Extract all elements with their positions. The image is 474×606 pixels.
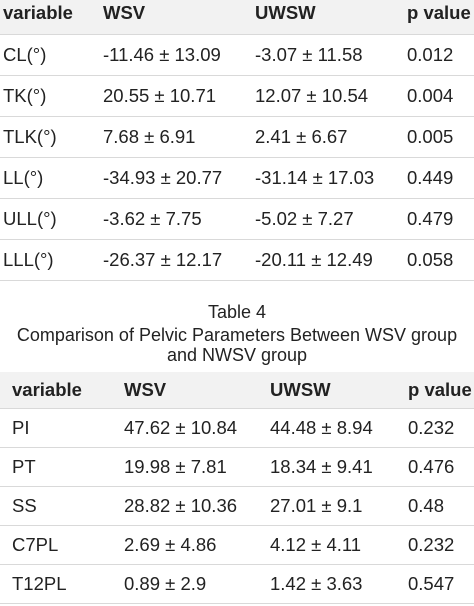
table-row: TLK(°) 7.68 ± 6.91 2.41 ± 6.67 0.005 [0, 116, 474, 158]
pelvic-parameters-table: variable WSV UWSW p value PI 47.62 ± 10.… [0, 372, 474, 604]
column-header-variable: variable [0, 0, 103, 35]
cell-variable: TLK(°) [0, 116, 103, 158]
column-header-wsv: WSV [124, 372, 270, 409]
cell-uwsw: 2.41 ± 6.67 [255, 116, 407, 158]
cell-p-value: 0.449 [407, 157, 474, 199]
cell-wsv: -11.46 ± 13.09 [103, 34, 255, 76]
table-caption: Comparison of Pelvic Parameters Between … [0, 325, 474, 365]
cell-variable: CL(°) [0, 34, 103, 76]
cell-wsv: 28.82 ± 10.36 [124, 486, 270, 526]
cell-variable: T12PL [0, 564, 124, 604]
column-header-p-value: p value [408, 372, 474, 409]
cell-wsv: 0.89 ± 2.9 [124, 564, 270, 604]
column-header-uwsw: UWSW [270, 372, 408, 409]
cell-uwsw: -3.07 ± 11.58 [255, 34, 407, 76]
cell-wsv: -26.37 ± 12.17 [103, 239, 255, 281]
cell-uwsw: 1.42 ± 3.63 [270, 564, 408, 604]
cell-wsv: 47.62 ± 10.84 [124, 408, 270, 448]
column-header-p-value: p value [407, 0, 474, 35]
cell-p-value: 0.48 [408, 486, 474, 526]
table-row: ULL(°) -3.62 ± 7.75 -5.02 ± 7.27 0.479 [0, 198, 474, 240]
cell-variable: LLL(°) [0, 239, 103, 281]
table-caption-line-2: and NWSV group [166, 345, 308, 365]
table-label: Table 4 [207, 302, 267, 322]
table-header-row: variable WSV UWSW p value [0, 372, 474, 409]
table-row: CL(°) -11.46 ± 13.09 -3.07 ± 11.58 0.012 [0, 34, 474, 76]
cell-p-value: 0.547 [408, 564, 474, 604]
cell-variable: C7PL [0, 525, 124, 565]
cell-p-value: 0.012 [407, 34, 474, 76]
cell-uwsw: -5.02 ± 7.27 [255, 198, 407, 240]
cell-variable: ULL(°) [0, 198, 103, 240]
cell-wsv: 2.69 ± 4.86 [124, 525, 270, 565]
cell-uwsw: -31.14 ± 17.03 [255, 157, 407, 199]
cell-variable: TK(°) [0, 75, 103, 117]
table-row: C7PL 2.69 ± 4.86 4.12 ± 4.11 0.232 [0, 525, 474, 565]
cell-uwsw: 4.12 ± 4.11 [270, 525, 408, 565]
cell-variable: SS [0, 486, 124, 526]
cell-uwsw: 44.48 ± 8.94 [270, 408, 408, 448]
cell-wsv: 7.68 ± 6.91 [103, 116, 255, 158]
cell-wsv: -34.93 ± 20.77 [103, 157, 255, 199]
cell-wsv: -3.62 ± 7.75 [103, 198, 255, 240]
cell-wsv: 20.55 ± 10.71 [103, 75, 255, 117]
cell-uwsw: 27.01 ± 9.1 [270, 486, 408, 526]
spinal-parameters-table: variable WSV UWSW p value CL(°) -11.46 ±… [0, 0, 474, 281]
table-row: T12PL 0.89 ± 2.9 1.42 ± 3.63 0.547 [0, 564, 474, 604]
cell-p-value: 0.005 [407, 116, 474, 158]
cell-p-value: 0.479 [407, 198, 474, 240]
cell-p-value: 0.004 [407, 75, 474, 117]
table-row: SS 28.82 ± 10.36 27.01 ± 9.1 0.48 [0, 486, 474, 526]
column-header-uwsw: UWSW [255, 0, 407, 35]
cell-p-value: 0.232 [408, 525, 474, 565]
column-header-variable: variable [0, 372, 124, 409]
column-header-wsv: WSV [103, 0, 255, 35]
table-row: PI 47.62 ± 10.84 44.48 ± 8.94 0.232 [0, 408, 474, 448]
table-caption-line-1: Comparison of Pelvic Parameters Between … [16, 325, 458, 345]
cell-variable: PI [0, 408, 124, 448]
cell-variable: PT [0, 447, 124, 487]
table-header-row: variable WSV UWSW p value [0, 0, 474, 35]
table-row: LLL(°) -26.37 ± 12.17 -20.11 ± 12.49 0.0… [0, 239, 474, 281]
table-row: PT 19.98 ± 7.81 18.34 ± 9.41 0.476 [0, 447, 474, 487]
cell-p-value: 0.058 [407, 239, 474, 281]
table-row: LL(°) -34.93 ± 20.77 -31.14 ± 17.03 0.44… [0, 157, 474, 199]
cell-variable: LL(°) [0, 157, 103, 199]
cell-wsv: 19.98 ± 7.81 [124, 447, 270, 487]
cell-uwsw: -20.11 ± 12.49 [255, 239, 407, 281]
cell-uwsw: 12.07 ± 10.54 [255, 75, 407, 117]
table-row: TK(°) 20.55 ± 10.71 12.07 ± 10.54 0.004 [0, 75, 474, 117]
cell-uwsw: 18.34 ± 9.41 [270, 447, 408, 487]
cell-p-value: 0.476 [408, 447, 474, 487]
cell-p-value: 0.232 [408, 408, 474, 448]
